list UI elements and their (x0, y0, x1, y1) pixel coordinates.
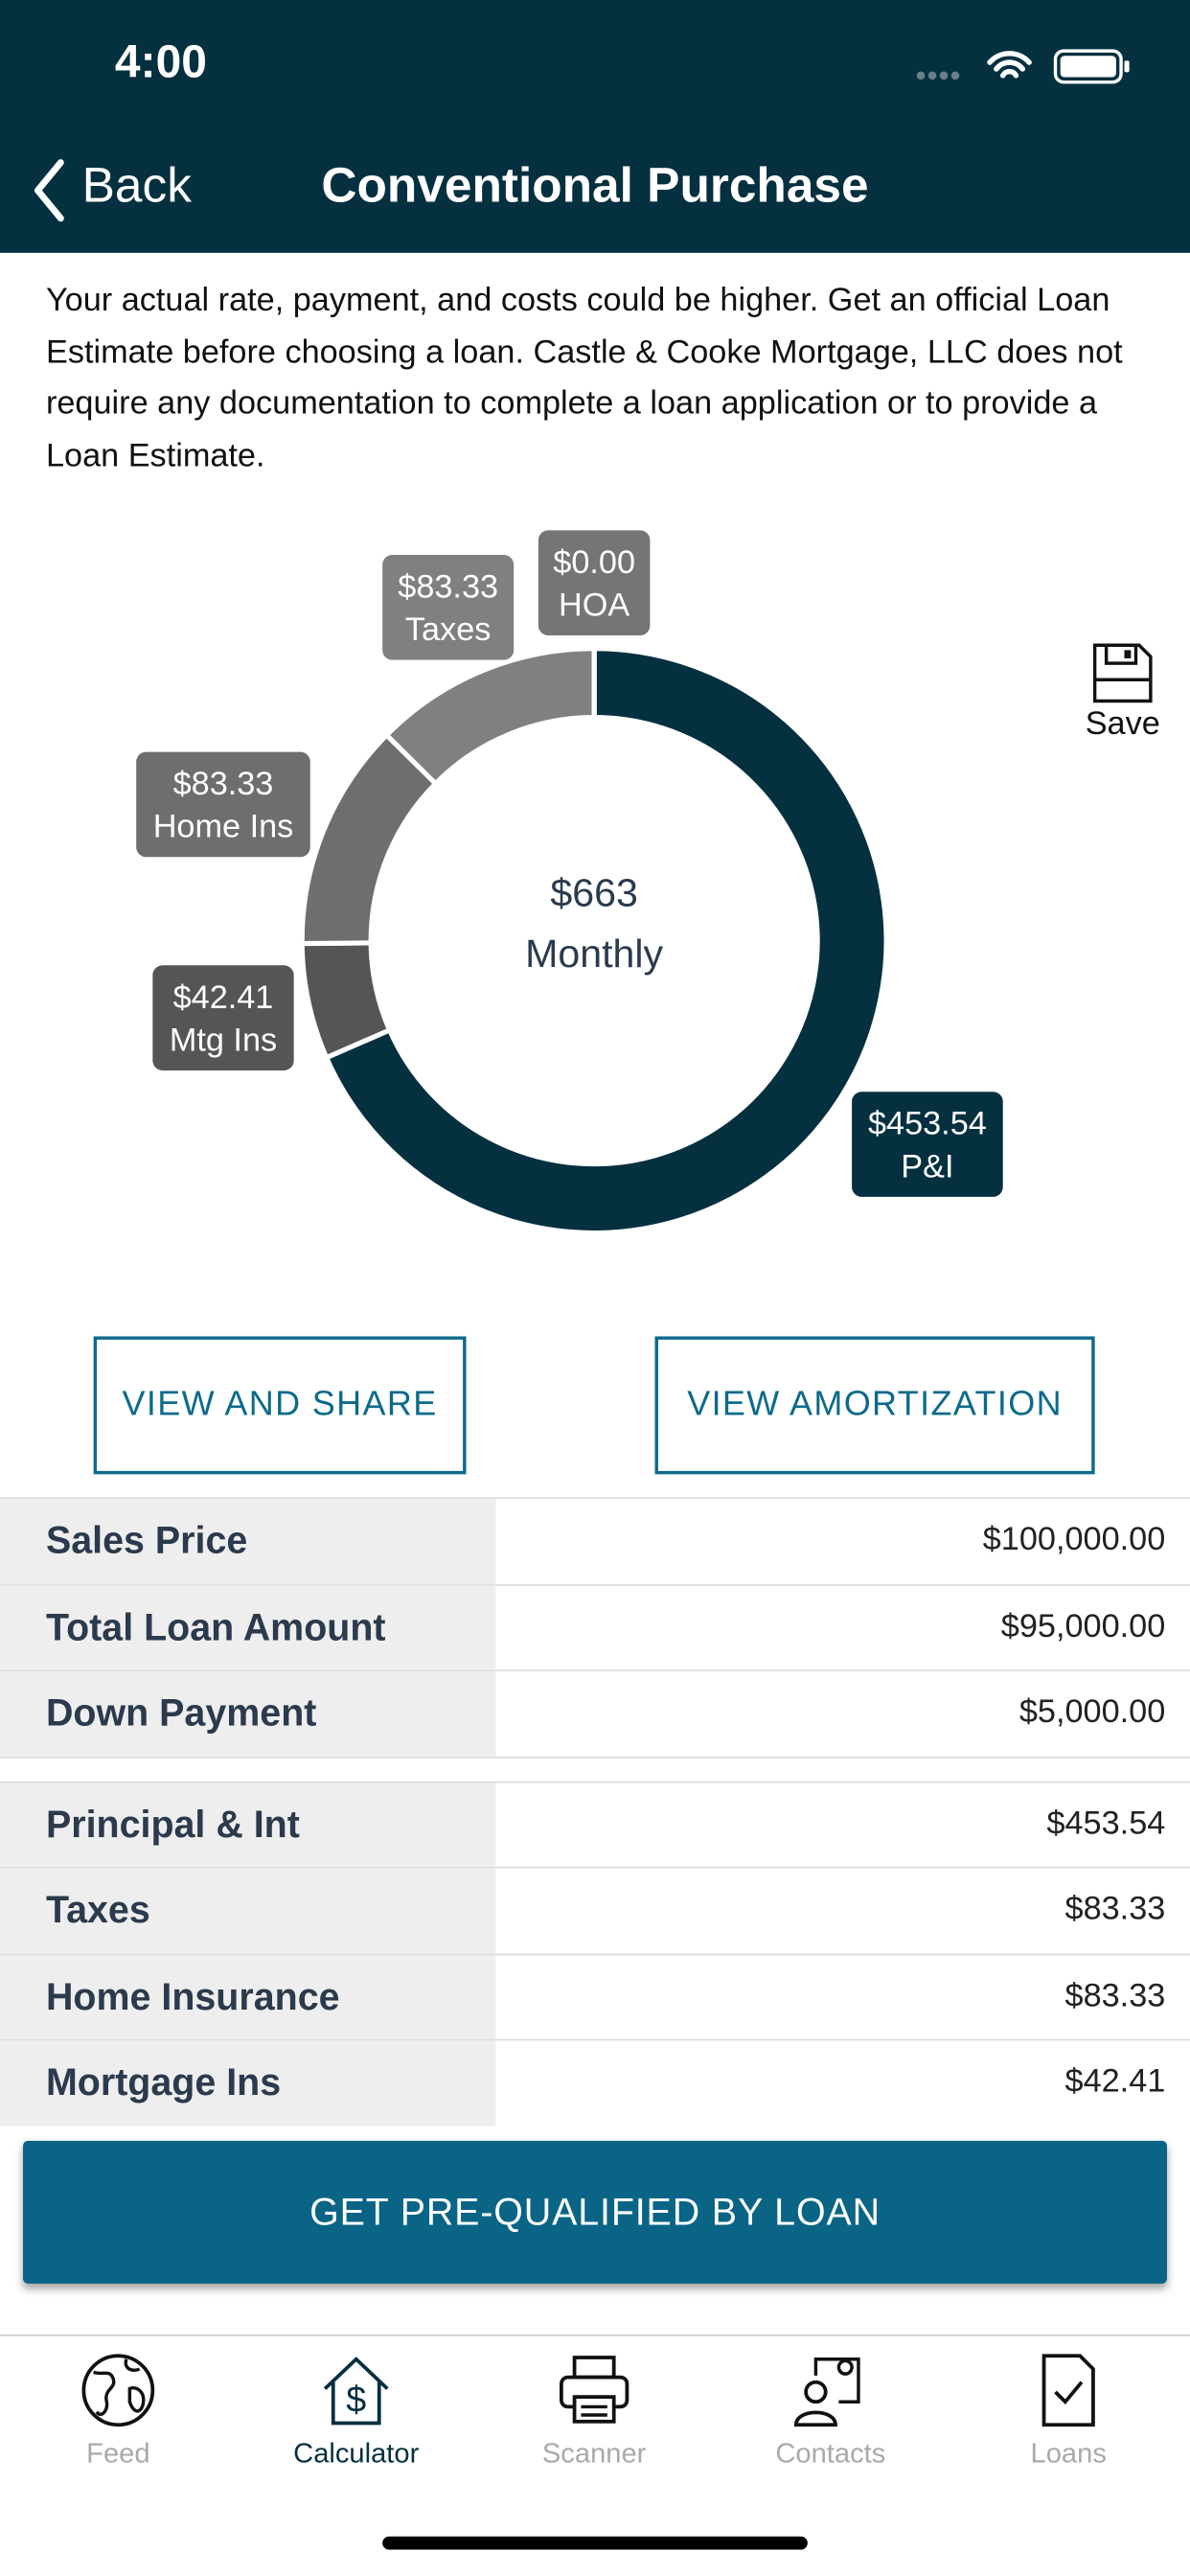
tab-label: Contacts (775, 2437, 886, 2470)
callout-category: Home Ins (153, 809, 294, 845)
tab-label: Calculator (293, 2437, 420, 2470)
row-label: Total Loan Amount (0, 1585, 496, 1670)
tab[interactable]: Scanner (479, 2353, 709, 2471)
tab-icon: $ (323, 2357, 389, 2426)
table-row: Home Insurance $83.33 (0, 1952, 1190, 2039)
row-value: $42.41 (1064, 2063, 1166, 2101)
tab-icon (81, 2354, 155, 2427)
tab-bar: Feed $ Calculator Scanner Contacts Loans (0, 2334, 1190, 2576)
table-row: Taxes $83.33 (0, 1866, 1190, 1953)
prequalify-button[interactable]: GET PRE-QUALIFIED BY LOAN (22, 2140, 1168, 2284)
status-time: 4:00 (114, 35, 207, 87)
tab-label: Scanner (541, 2437, 647, 2470)
tab-icon (793, 2358, 860, 2427)
nav-title: Conventional Purchase (321, 159, 869, 214)
table-row: Sales Price $100,000.00 (0, 1497, 1190, 1584)
row-value: $95,000.00 (1000, 1608, 1166, 1645)
row-label: Sales Price (0, 1499, 496, 1584)
row-label: Taxes (0, 1868, 496, 1953)
tab-label: Loans (1030, 2437, 1107, 2470)
callout-category: HOA (559, 586, 629, 623)
tab-icon (559, 2356, 629, 2424)
view-share-button[interactable]: VIEW AND SHARE (93, 1336, 467, 1475)
tab[interactable]: Feed (3, 2353, 233, 2471)
row-value: $83.33 (1064, 1891, 1166, 1928)
row-label: Down Payment (0, 1670, 496, 1757)
tab[interactable]: Contacts (716, 2353, 946, 2471)
loan-table: Sales Price $100,000.00 Total Loan Amount $… (0, 1497, 1190, 2126)
row-value: $5,000.00 (1018, 1694, 1166, 1732)
row-value: $100,000.00 (982, 1522, 1166, 1559)
save-icon (1092, 643, 1153, 703)
callout-box (852, 1092, 1003, 1197)
callout-value: $83.33 (173, 766, 274, 802)
callout-category: Mtg Ins (170, 1022, 277, 1058)
row-value: $453.54 (1046, 1805, 1166, 1842)
tab[interactable]: $ Calculator (241, 2353, 471, 2471)
donut-segment (323, 646, 889, 1236)
tab[interactable]: Loans (953, 2353, 1183, 2471)
table-row: Down Payment $5,000.00 (0, 1669, 1190, 1757)
center-label: Monthly (525, 932, 663, 976)
center-value: $663 (550, 871, 637, 915)
tab-icon (1041, 2354, 1095, 2427)
callout-box (538, 530, 651, 635)
callout-box (136, 751, 310, 858)
table-row: Mortgage Ins $42.41 (0, 2038, 1190, 2126)
row-label: Home Insurance (0, 1954, 496, 2039)
donut-segment (382, 646, 597, 788)
callout-box (382, 555, 515, 660)
disclaimer: Your actual rate, payment, and costs cou… (45, 282, 1123, 474)
donut-chart: $663 Monthly $453.54 P&I $42.41 Mtg Ins $83.33… (136, 530, 1003, 1236)
home-indicator (382, 2536, 808, 2550)
row-label: Mortgage Ins (0, 2040, 496, 2126)
row-label: Principal & Int (0, 1782, 496, 1867)
callout-category: P&I (901, 1148, 953, 1184)
group-gap (0, 1756, 1190, 1781)
header: 4:00 Back Conventional Purchase (0, 0, 1190, 253)
callout-value: $42.41 (173, 979, 274, 1016)
tab-label: Feed (86, 2437, 150, 2470)
callout-value: $453.54 (868, 1106, 987, 1142)
svg-text:$: $ (346, 2380, 366, 2420)
back-button[interactable]: Back (81, 159, 192, 214)
back-chevron[interactable] (30, 157, 69, 223)
callout-category: Taxes (405, 611, 491, 648)
callout-value: $0.00 (553, 544, 635, 581)
row-value: $83.33 (1064, 1977, 1166, 2014)
callout-box (152, 965, 294, 1070)
table-row: Total Loan Amount $95,000.00 (0, 1583, 1190, 1670)
save-button[interactable]: Save (1073, 640, 1172, 744)
save-label: Save (1085, 705, 1160, 743)
table-row: Principal & Int $453.54 (0, 1780, 1190, 1867)
callout-value: $83.33 (398, 569, 498, 606)
view-amortization-button[interactable]: VIEW AMORTIZATION (654, 1336, 1095, 1475)
status-icons (916, 49, 1130, 84)
